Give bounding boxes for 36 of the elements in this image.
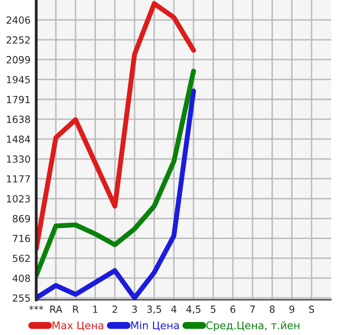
x-tick-label: 3,5 bbox=[147, 306, 162, 314]
x-tick-label: RA bbox=[50, 306, 62, 313]
legend-label: Сред.Цена, т.йен bbox=[206, 321, 300, 332]
y-tick-label: 1177 bbox=[6, 175, 30, 182]
y-tick-label: 255 bbox=[12, 294, 30, 302]
x-tick-label: 6 bbox=[230, 306, 236, 313]
line-series bbox=[36, 1, 196, 252]
legend-label: Min Цена bbox=[131, 321, 179, 331]
x-tick-label: 1 bbox=[93, 306, 98, 313]
y-tick-label: 869 bbox=[12, 215, 30, 222]
y-tick-label: 1945 bbox=[6, 76, 30, 84]
x-tick-label: 5 bbox=[210, 306, 216, 313]
y-tick-label: 1638 bbox=[6, 116, 30, 123]
y-tick-label: 562 bbox=[12, 254, 30, 262]
y-tick-label: 716 bbox=[12, 234, 30, 242]
y-tick-label: 1023 bbox=[6, 195, 30, 202]
legend-label: Max Цена bbox=[52, 322, 104, 331]
x-tick-label: 4,5 bbox=[186, 306, 200, 314]
y-tick-label: 408 bbox=[12, 274, 30, 282]
x-tick-label: 8 bbox=[270, 306, 275, 313]
y-tick-label: 1330 bbox=[6, 155, 30, 163]
line-series bbox=[36, 68, 196, 278]
x-tick-label: 9 bbox=[289, 306, 294, 313]
y-tick-label: 2099 bbox=[6, 56, 30, 64]
x-tick-label: 3 bbox=[132, 306, 137, 313]
x-tick-label: S bbox=[309, 306, 314, 313]
x-tick-label: *** bbox=[29, 306, 44, 310]
x-tick-label: 2 bbox=[112, 306, 118, 313]
y-tick-label: 2252 bbox=[6, 36, 30, 44]
x-tick-label: 4 bbox=[171, 306, 176, 313]
x-tick-label: R bbox=[73, 306, 79, 313]
y-tick-label: 2406 bbox=[6, 16, 30, 24]
x-tick-label: 7 bbox=[250, 306, 255, 313]
y-tick-label: 1484 bbox=[6, 136, 30, 143]
line-series bbox=[36, 88, 196, 300]
y-tick-label: 1791 bbox=[6, 96, 30, 104]
